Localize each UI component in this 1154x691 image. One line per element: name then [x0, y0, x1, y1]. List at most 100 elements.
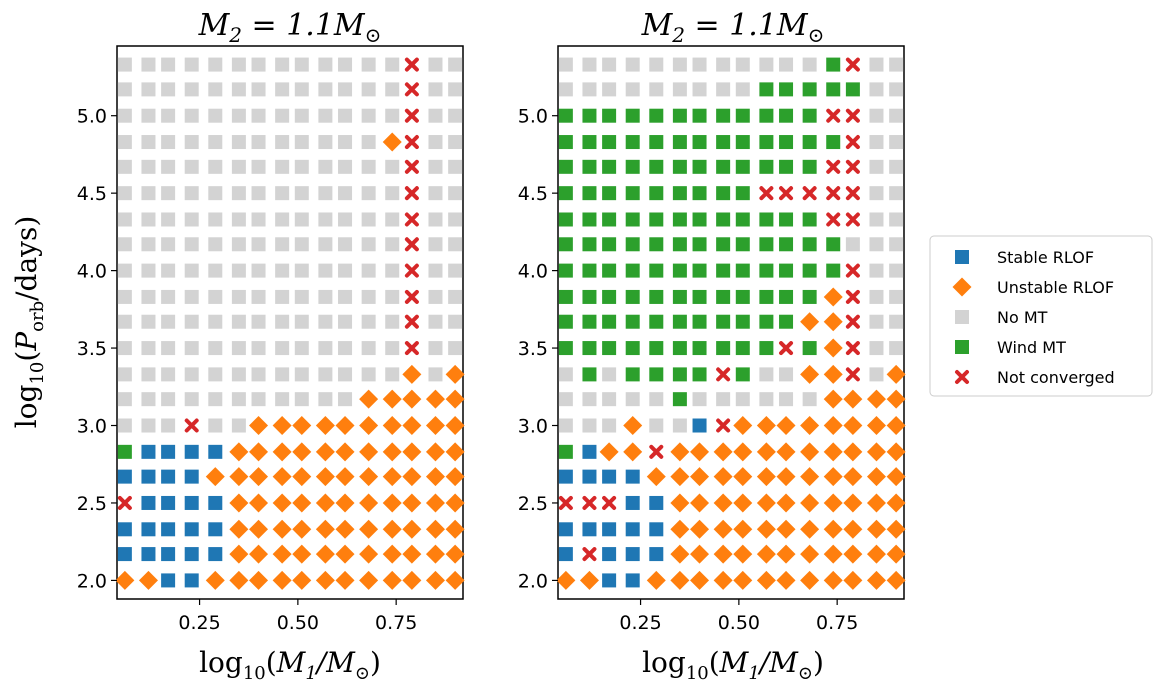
grid-point	[141, 341, 156, 356]
grid-point	[404, 186, 419, 201]
grid-point	[251, 237, 266, 252]
grid-point	[294, 237, 309, 252]
grid-point	[338, 82, 353, 97]
grid-point	[776, 493, 796, 513]
grid-point	[275, 212, 290, 227]
y-tick-label: 3.5	[77, 338, 107, 360]
grid-point	[623, 416, 643, 436]
grid-point	[382, 467, 402, 487]
grid-point	[231, 212, 246, 227]
grid-point	[845, 289, 860, 304]
grid-point	[602, 135, 617, 150]
grid-point	[161, 135, 176, 150]
grid-point	[716, 135, 731, 150]
grid-point	[713, 467, 733, 487]
grid-point	[690, 519, 710, 539]
grid-point	[272, 493, 292, 513]
grid-point	[141, 547, 156, 562]
grid-point	[649, 392, 664, 407]
grid-point	[625, 82, 640, 97]
grid-point	[735, 135, 750, 150]
grid-point	[184, 341, 199, 356]
grid-point	[445, 416, 465, 436]
grid-point	[338, 57, 353, 72]
grid-point	[802, 341, 817, 356]
grid-point	[889, 186, 904, 201]
grid-point	[602, 82, 617, 97]
grid-point	[141, 469, 156, 484]
grid-point	[229, 493, 249, 513]
grid-point	[889, 314, 904, 329]
grid-point	[599, 442, 619, 462]
grid-point	[558, 237, 573, 252]
grid-point	[582, 341, 597, 356]
grid-point	[229, 544, 249, 564]
y-tick-label: 5.0	[77, 106, 107, 128]
grid-point	[802, 135, 817, 150]
grid-point	[690, 570, 710, 590]
grid-point	[866, 519, 886, 539]
grid-point	[845, 57, 860, 72]
grid-point	[866, 493, 886, 513]
grid-point	[625, 341, 640, 356]
grid-point	[315, 519, 335, 539]
grid-point	[869, 159, 884, 174]
grid-point	[272, 442, 292, 462]
grid-point	[843, 544, 863, 564]
grid-point	[448, 82, 463, 97]
grid-point	[161, 341, 176, 356]
grid-point	[338, 314, 353, 329]
grid-point	[425, 467, 445, 487]
grid-point	[361, 108, 376, 123]
grid-point	[649, 237, 664, 252]
grid-point	[759, 82, 774, 97]
grid-point	[184, 108, 199, 123]
grid-point	[335, 416, 355, 436]
grid-point	[845, 237, 860, 252]
grid-point	[161, 186, 176, 201]
legend-marker	[952, 277, 972, 297]
grid-point	[425, 416, 445, 436]
grid-point	[294, 108, 309, 123]
grid-point	[141, 263, 156, 278]
grid-point	[117, 135, 132, 150]
grid-point	[445, 467, 465, 487]
grid-point	[251, 57, 266, 72]
grid-point	[735, 108, 750, 123]
grid-point	[338, 108, 353, 123]
grid-point	[823, 544, 843, 564]
grid-point	[141, 159, 156, 174]
grid-point	[756, 442, 776, 462]
grid-point	[558, 135, 573, 150]
grid-point	[625, 469, 640, 484]
grid-point	[845, 108, 860, 123]
grid-point	[866, 544, 886, 564]
grid-point	[735, 367, 750, 382]
grid-point	[208, 341, 223, 356]
grid-point	[404, 82, 419, 97]
grid-point	[823, 364, 843, 384]
grid-point	[275, 314, 290, 329]
grid-point	[602, 57, 617, 72]
grid-point	[869, 57, 884, 72]
grid-point	[338, 159, 353, 174]
grid-point	[448, 212, 463, 227]
grid-point	[229, 519, 249, 539]
grid-point	[716, 57, 731, 72]
grid-point	[208, 159, 223, 174]
grid-point	[558, 212, 573, 227]
grid-point	[315, 442, 335, 462]
grid-point	[713, 493, 733, 513]
grid-point	[649, 444, 664, 459]
grid-point	[826, 82, 841, 97]
grid-point	[776, 442, 796, 462]
grid-point	[779, 82, 794, 97]
grid-point	[823, 493, 843, 513]
grid-point	[292, 544, 312, 564]
grid-point	[231, 289, 246, 304]
grid-point	[625, 186, 640, 201]
grid-point	[361, 159, 376, 174]
grid-point	[425, 493, 445, 513]
grid-point	[802, 289, 817, 304]
grid-point	[889, 135, 904, 150]
